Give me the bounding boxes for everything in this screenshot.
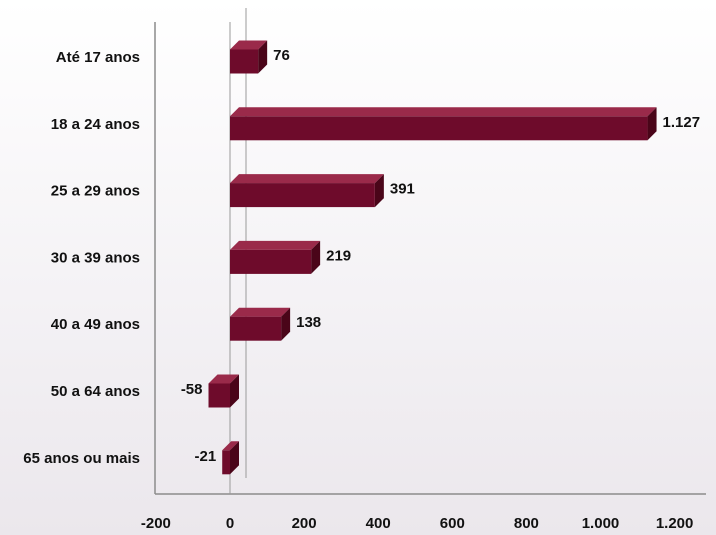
bar-side-face bbox=[311, 240, 321, 274]
x-tick-label: -200 bbox=[141, 515, 171, 532]
bar bbox=[230, 307, 291, 341]
bar bbox=[230, 240, 321, 274]
bar-front-face bbox=[230, 49, 259, 74]
bar-top-face bbox=[222, 441, 239, 451]
category-label: 18 a 24 anos bbox=[51, 116, 140, 133]
bar-front-face bbox=[230, 183, 375, 208]
bar-front-face bbox=[230, 316, 282, 341]
bar-top-face bbox=[230, 174, 384, 184]
bar bbox=[230, 174, 384, 208]
value-label: 138 bbox=[296, 314, 321, 331]
x-tick-labels: -200 0 200 400 600 800 1.000 1.200 bbox=[141, 515, 693, 532]
x-tick-label: 600 bbox=[440, 515, 465, 532]
bar-side-face bbox=[230, 374, 239, 408]
x-tick-label: 1.200 bbox=[656, 515, 694, 532]
bar bbox=[230, 40, 268, 74]
bar-front-face bbox=[230, 249, 312, 274]
bar-top-face bbox=[230, 240, 321, 250]
bar bbox=[230, 107, 657, 141]
x-tick-label: 800 bbox=[514, 515, 539, 532]
category-label: 40 a 49 anos bbox=[51, 316, 140, 333]
x-tick-label: 400 bbox=[366, 515, 391, 532]
bar-front-face bbox=[230, 116, 648, 141]
bar-side-face bbox=[647, 107, 657, 141]
category-label: 50 a 64 anos bbox=[51, 383, 140, 400]
value-label: -21 bbox=[195, 448, 217, 465]
category-label: 65 anos ou mais bbox=[23, 450, 140, 467]
bar-top-face bbox=[230, 107, 657, 117]
value-label: -58 bbox=[181, 381, 203, 398]
value-label: 391 bbox=[390, 181, 415, 198]
value-labels: 76 1.127 391 219 138 -58 -21 bbox=[181, 47, 700, 465]
category-label: Até 17 anos bbox=[56, 49, 140, 66]
bar bbox=[208, 374, 239, 408]
bars bbox=[208, 40, 657, 475]
value-label: 1.127 bbox=[663, 114, 701, 131]
bar-side-face bbox=[230, 441, 239, 475]
bar-top-face bbox=[230, 40, 268, 50]
category-label: 25 a 29 anos bbox=[51, 183, 140, 200]
category-labels: Até 17 anos 18 a 24 anos 25 a 29 anos 30 a … bbox=[23, 49, 140, 467]
bar-front-face bbox=[222, 450, 230, 475]
x-tick-label: 200 bbox=[292, 515, 317, 532]
x-tick-label: 0 bbox=[226, 515, 234, 532]
category-label: 30 a 39 anos bbox=[51, 249, 140, 266]
bar-side-face bbox=[281, 307, 291, 341]
bar-side-face bbox=[374, 174, 384, 208]
bar-side-face bbox=[258, 40, 268, 74]
bar-top-face bbox=[230, 307, 291, 317]
bar-front-face bbox=[208, 383, 230, 408]
bar-top-face bbox=[208, 374, 239, 384]
value-label: 76 bbox=[273, 47, 290, 64]
x-tick-label: 1.000 bbox=[582, 515, 620, 532]
bar bbox=[222, 441, 239, 475]
value-label: 219 bbox=[326, 247, 351, 264]
